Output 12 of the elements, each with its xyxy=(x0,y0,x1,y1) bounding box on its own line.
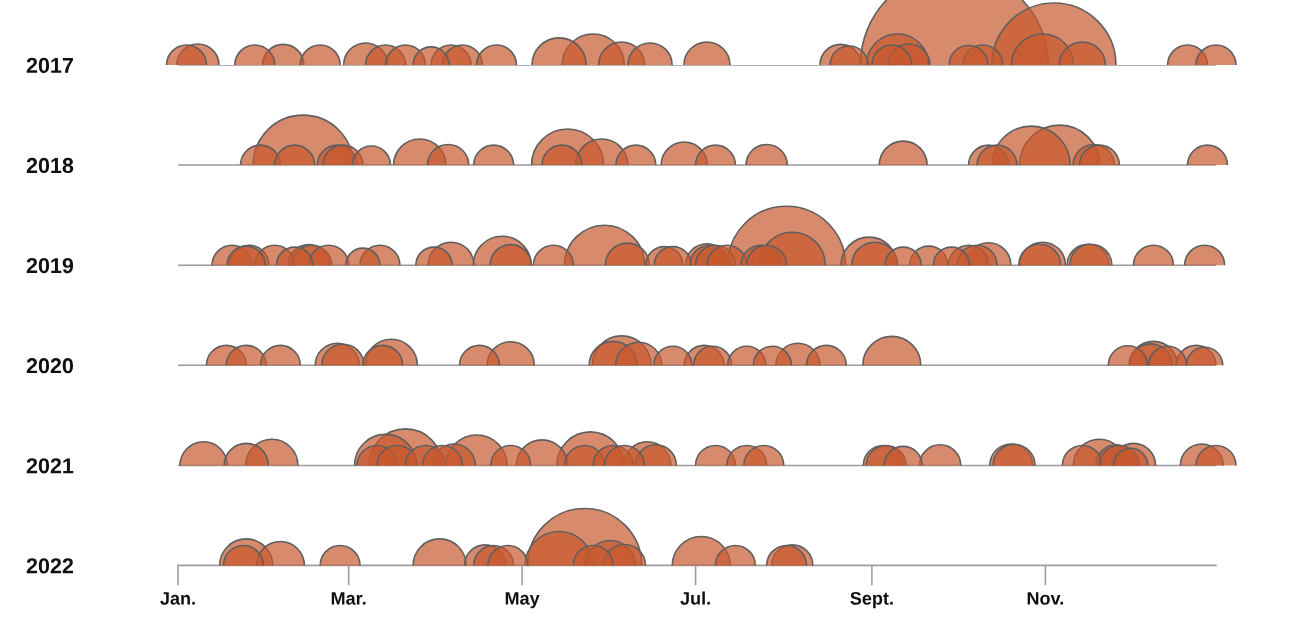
x-tick-label: Mar. xyxy=(331,592,366,605)
y-tick-label: 2017 xyxy=(26,57,73,74)
x-tick-label: Jan. xyxy=(160,592,195,605)
y-tick-label: 2022 xyxy=(26,558,74,574)
y-tick-label: 2019 xyxy=(26,257,74,274)
x-tick-label: Nov. xyxy=(1027,592,1064,605)
x-tick-label: Jul. xyxy=(680,591,710,605)
y-tick-label: 2018 xyxy=(26,157,74,174)
y-tick-label: 2020 xyxy=(26,358,74,374)
x-tick-label: Sept. xyxy=(850,591,893,609)
y-tick-label: 2021 xyxy=(26,458,74,474)
x-tick-label: May xyxy=(505,592,540,609)
